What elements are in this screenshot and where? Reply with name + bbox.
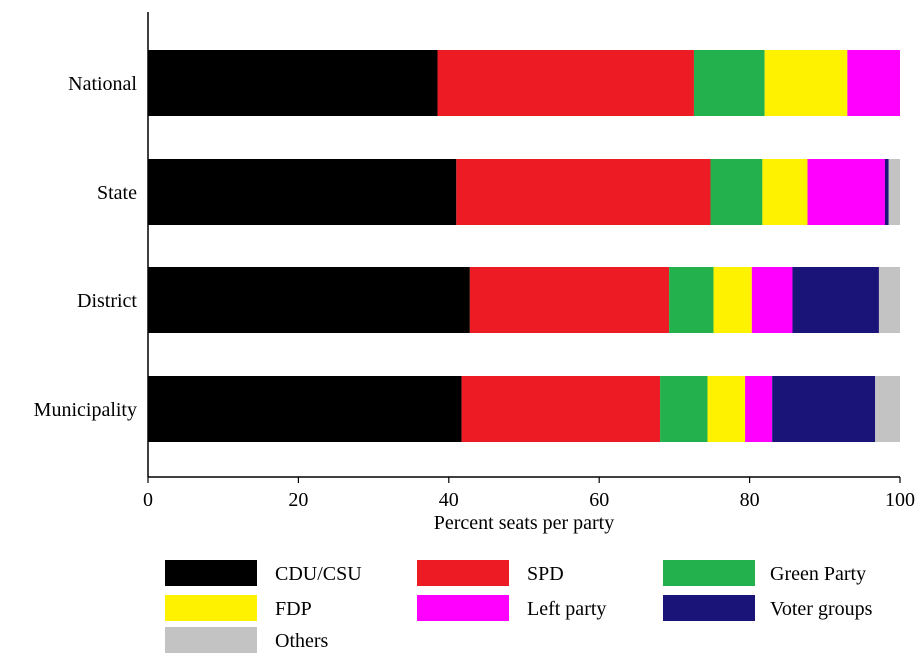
bar-segment-municipality-left-party bbox=[745, 376, 773, 442]
bar-segment-national-cdu-csu bbox=[148, 50, 438, 116]
x-tick-label: 0 bbox=[143, 489, 153, 511]
legend-label: SPD bbox=[527, 563, 564, 585]
bar-segment-district-green-party bbox=[669, 267, 714, 333]
bar-segment-district-spd bbox=[469, 267, 670, 333]
x-tick-label: 100 bbox=[885, 489, 915, 511]
bar-segment-national-fdp bbox=[764, 50, 848, 116]
x-tick-label: 20 bbox=[288, 489, 308, 511]
x-tick-label: 80 bbox=[740, 489, 760, 511]
category-labels-group: National State District Municipality bbox=[34, 73, 138, 421]
x-tick-label: 60 bbox=[589, 489, 609, 511]
bar-segment-municipality-voter-groups bbox=[772, 376, 876, 442]
bar-segment-municipality-cdu-csu bbox=[148, 376, 462, 442]
bar-segment-state-voter-groups bbox=[884, 159, 889, 225]
legend-swatch-green-party bbox=[663, 560, 755, 586]
bar-segment-state-left-party bbox=[807, 159, 885, 225]
legend-swatch-spd bbox=[417, 560, 509, 586]
x-tick-label: 40 bbox=[439, 489, 459, 511]
legend-label: Voter groups bbox=[770, 598, 873, 620]
legend-swatch-left-party bbox=[417, 595, 509, 621]
bar-segment-district-voter-groups bbox=[792, 267, 879, 333]
bar-segment-national-spd bbox=[437, 50, 694, 116]
legend-swatch-voter-groups bbox=[663, 595, 755, 621]
bar-segment-district-cdu-csu bbox=[148, 267, 470, 333]
axes-group bbox=[147, 12, 900, 478]
legend-swatch-others bbox=[165, 627, 257, 653]
category-label: National bbox=[68, 73, 137, 95]
bar-segment-state-cdu-csu bbox=[148, 159, 457, 225]
bar-segment-state-fdp bbox=[762, 159, 808, 225]
legend-label: Left party bbox=[527, 598, 606, 620]
category-label: District bbox=[77, 290, 137, 312]
legend-label: FDP bbox=[275, 598, 312, 620]
bar-segment-municipality-fdp bbox=[707, 376, 746, 442]
bar-segment-municipality-green-party bbox=[660, 376, 708, 442]
legend: CDU/CSU SPD Green Party FDP Left party Voter … bbox=[165, 560, 873, 653]
bar-segment-state-spd bbox=[456, 159, 711, 225]
legend-label: CDU/CSU bbox=[275, 563, 362, 585]
bar-segment-municipality-spd bbox=[461, 376, 661, 442]
legend-label: Green Party bbox=[770, 563, 866, 585]
legend-swatch-cdu-csu bbox=[165, 560, 257, 586]
bar-segment-district-left-party bbox=[751, 267, 793, 333]
category-label: State bbox=[97, 182, 137, 204]
x-axis-title: Percent seats per party bbox=[434, 512, 614, 534]
bar-segment-state-others bbox=[888, 159, 900, 225]
category-label: Municipality bbox=[34, 399, 137, 421]
x-ticks-group: 0 20 40 60 80 100 bbox=[143, 477, 915, 511]
bar-segment-national-left-party bbox=[847, 50, 900, 116]
bar-segment-district-fdp bbox=[713, 267, 752, 333]
bar-segment-district-others bbox=[878, 267, 900, 333]
legend-swatch-fdp bbox=[165, 595, 257, 621]
bars-group bbox=[148, 50, 900, 442]
bar-segment-state-green-party bbox=[710, 159, 763, 225]
bar-segment-municipality-others bbox=[875, 376, 900, 442]
bar-segment-national-green-party bbox=[693, 50, 765, 116]
legend-label: Others bbox=[275, 630, 329, 652]
